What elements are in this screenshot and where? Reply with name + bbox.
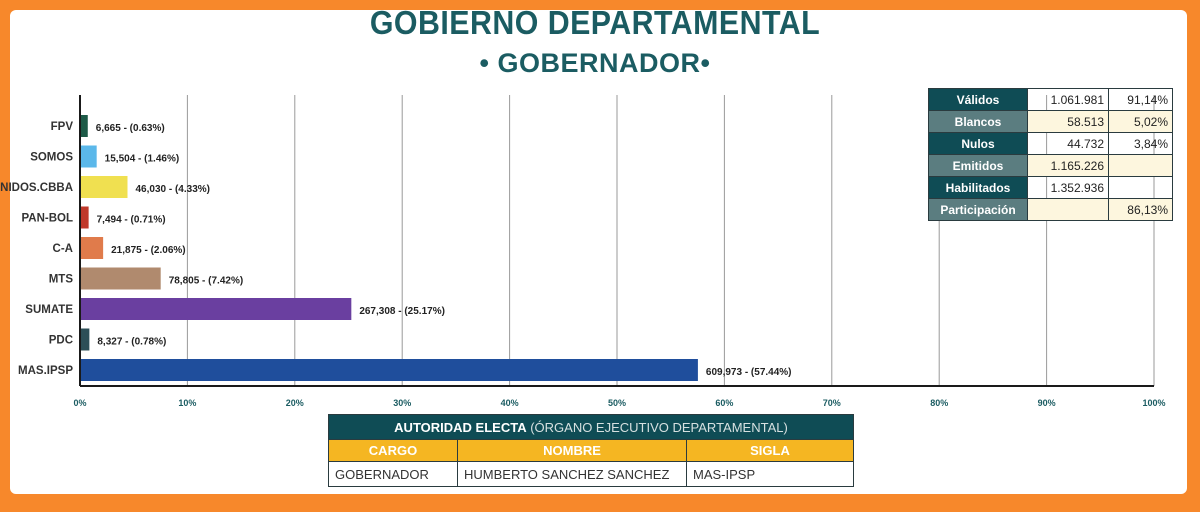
- stats-percent: [1108, 154, 1173, 177]
- stats-percent: 91,14%: [1108, 88, 1173, 111]
- stats-value: [1027, 198, 1109, 221]
- x-tick-label: 100%: [1142, 398, 1165, 408]
- data-label: 8,327 - (0.78%): [97, 337, 166, 348]
- data-label: 21,875 - (2.06%): [111, 245, 185, 256]
- stats-row-participacion: Participación 86,13%: [928, 198, 1173, 221]
- elected-authority-table: AUTORIDAD ELECTA (ÓRGANO EJECUTIVO DEPAR…: [328, 414, 854, 487]
- authority-header: AUTORIDAD ELECTA (ÓRGANO EJECUTIVO DEPAR…: [328, 414, 854, 440]
- authority-row: GOBERNADOR HUMBERTO SANCHEZ SANCHEZ MAS-…: [328, 461, 854, 487]
- stats-label: Blancos: [928, 110, 1028, 133]
- category-label: PDC: [49, 335, 73, 347]
- sigla-value: MAS-IPSP: [686, 461, 854, 487]
- stats-value: 44.732: [1027, 132, 1109, 155]
- stats-row-validos: Válidos 1.061.981 91,14%: [928, 88, 1173, 111]
- stats-value: 58.513: [1027, 110, 1109, 133]
- category-label: SOMOS: [30, 152, 73, 164]
- stats-label: Habilitados: [928, 176, 1028, 199]
- x-tick-label: 90%: [1038, 398, 1056, 408]
- x-tick-label: 70%: [823, 398, 841, 408]
- data-label: 7,494 - (0.71%): [97, 215, 166, 226]
- category-label: FPV: [51, 121, 74, 133]
- bar: [81, 237, 104, 259]
- stats-row-blancos: Blancos 58.513 5,02%: [928, 110, 1173, 133]
- x-tick-label: 40%: [501, 398, 519, 408]
- stats-row-nulos: Nulos 44.732 3,84%: [928, 132, 1173, 155]
- authority-columns: CARGO NOMBRE SIGLA: [328, 439, 854, 462]
- x-tick-label: 30%: [393, 398, 411, 408]
- stats-label: Nulos: [928, 132, 1028, 155]
- category-label: SUMATE: [25, 304, 73, 316]
- page-subtitle: • GOBERNADOR•: [479, 48, 711, 78]
- stats-percent: 86,13%: [1108, 198, 1173, 221]
- bar: [81, 176, 128, 198]
- stats-percent: [1108, 176, 1173, 199]
- data-label: 267,308 - (25.17%): [359, 306, 445, 317]
- stats-row-emitidos: Emitidos 1.165.226: [928, 154, 1173, 177]
- bar: [81, 206, 89, 229]
- nombre-value: HUMBERTO SANCHEZ SANCHEZ: [457, 461, 687, 487]
- category-label: C-A: [53, 243, 73, 255]
- category-label: PAN-BOL: [21, 213, 73, 225]
- column-header-cargo: CARGO: [328, 439, 458, 462]
- column-header-sigla: SIGLA: [686, 439, 854, 462]
- bar: [81, 115, 88, 137]
- bar: [81, 328, 90, 351]
- x-tick-label: 50%: [608, 398, 626, 408]
- data-label: 609,973 - (57.44%): [706, 367, 792, 378]
- stats-value: 1.165.226: [1027, 154, 1109, 177]
- stats-label: Emitidos: [928, 154, 1028, 177]
- x-tick-label: 80%: [930, 398, 948, 408]
- category-label: UNIDOS.CBBA: [0, 182, 73, 194]
- bar: [81, 298, 352, 320]
- category-label: MAS.IPSP: [18, 365, 73, 377]
- x-tick-label: 60%: [715, 398, 733, 408]
- category-label: MTS: [49, 274, 74, 286]
- stats-percent: 5,02%: [1108, 110, 1173, 133]
- bar: [81, 267, 161, 290]
- column-header-nombre: NOMBRE: [457, 439, 687, 462]
- stats-value: 1.061.981: [1027, 88, 1109, 111]
- data-label: 78,805 - (7.42%): [169, 276, 244, 287]
- vote-stats-table: Válidos 1.061.981 91,14% Blancos 58.513 …: [928, 88, 1173, 221]
- x-tick-label: 10%: [178, 398, 196, 408]
- cargo-value: GOBERNADOR: [328, 461, 458, 487]
- stats-value: 1.352.936: [1027, 176, 1109, 199]
- data-label: 15,504 - (1.46%): [105, 154, 179, 165]
- authority-title: AUTORIDAD ELECTA: [394, 419, 527, 435]
- stats-label: Participación: [928, 198, 1028, 221]
- stats-row-habilitados: Habilitados 1.352.936: [928, 176, 1173, 199]
- x-tick-label: 20%: [286, 398, 304, 408]
- authority-title-cell: AUTORIDAD ELECTA (ÓRGANO EJECUTIVO DEPAR…: [328, 414, 854, 440]
- stats-label: Válidos: [928, 88, 1028, 111]
- data-label: 46,030 - (4.33%): [136, 184, 211, 195]
- authority-subtitle: (ÓRGANO EJECUTIVO DEPARTAMENTAL): [530, 419, 788, 435]
- stats-percent: 3,84%: [1108, 132, 1173, 155]
- data-label: 6,665 - (0.63%): [96, 123, 165, 134]
- page-title: GOBIERNO DEPARTAMENTAL: [369, 4, 821, 41]
- bar: [81, 359, 698, 381]
- x-tick-label: 0%: [73, 398, 86, 408]
- bar: [81, 145, 97, 168]
